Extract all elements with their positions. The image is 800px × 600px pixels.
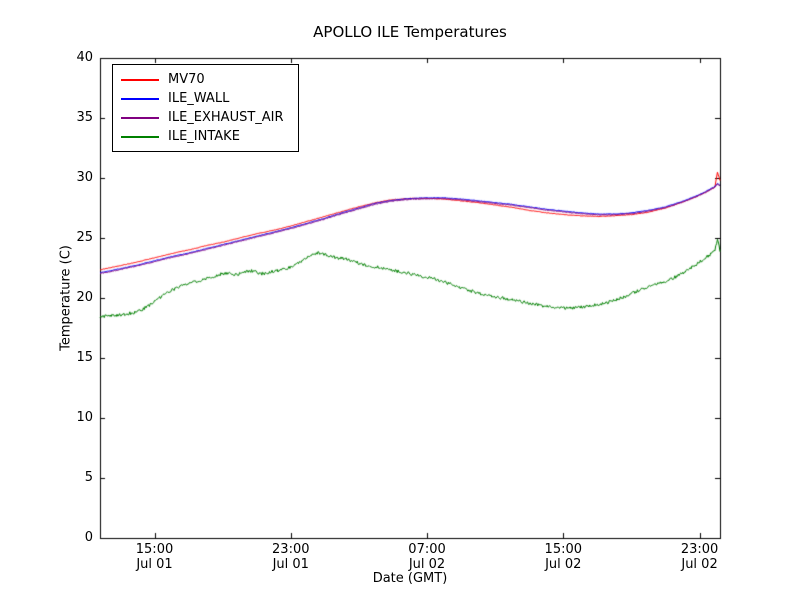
legend-item-ile_wall: ILE_WALL: [121, 89, 284, 108]
y-tick-label: 25: [76, 230, 93, 245]
x-tick-date: Jul 01: [272, 557, 309, 572]
legend-line-swatch: [121, 135, 159, 138]
legend-line-swatch: [121, 116, 159, 119]
chart-title: APOLLO ILE Temperatures: [313, 23, 507, 41]
x-tick-label: 23:00 Jul 01: [272, 542, 309, 572]
x-tick-time: 07:00: [408, 542, 446, 557]
x-tick-time: 23:00: [680, 542, 719, 557]
y-tick-label: 30: [76, 170, 93, 185]
x-tick-label: 07:00 Jul 02: [408, 542, 445, 572]
y-tick-label: 40: [76, 50, 93, 65]
legend-line-swatch: [121, 97, 159, 100]
y-tick-label: 0: [84, 530, 93, 545]
x-tick-time: 15:00: [135, 542, 174, 557]
legend-label: ILE_EXHAUST_AIR: [168, 110, 284, 125]
y-tick-label: 35: [76, 110, 93, 125]
x-tick-label: 15:00 Jul 01: [136, 542, 173, 572]
legend: MV70 ILE_WALL ILE_EXHAUST_AIR ILE_INTAKE: [112, 64, 299, 152]
x-tick-label: 23:00 Jul 02: [681, 542, 718, 572]
legend-label: MV70: [168, 72, 205, 87]
y-tick-label: 15: [76, 350, 93, 365]
x-tick-time: 15:00: [544, 542, 583, 557]
x-tick-label: 15:00 Jul 02: [545, 542, 582, 572]
x-tick-date: Jul 02: [545, 557, 582, 572]
x-axis-label: Date (GMT): [372, 571, 448, 586]
legend-label: ILE_WALL: [168, 91, 230, 106]
x-tick-time: 23:00: [272, 542, 310, 557]
y-tick-label: 10: [76, 410, 93, 425]
y-tick-label: 5: [84, 470, 93, 485]
legend-item-mv70: MV70: [121, 70, 284, 89]
x-tick-date: Jul 02: [681, 557, 718, 572]
x-tick-date: Jul 02: [408, 557, 446, 572]
legend-label: ILE_INTAKE: [168, 129, 240, 144]
x-tick-date: Jul 01: [136, 557, 173, 572]
legend-line-swatch: [121, 78, 159, 81]
y-tick-label: 20: [76, 290, 93, 305]
legend-item-ile_exhaust_air: ILE_EXHAUST_AIR: [121, 108, 284, 127]
legend-item-ile_intake: ILE_INTAKE: [121, 127, 284, 146]
